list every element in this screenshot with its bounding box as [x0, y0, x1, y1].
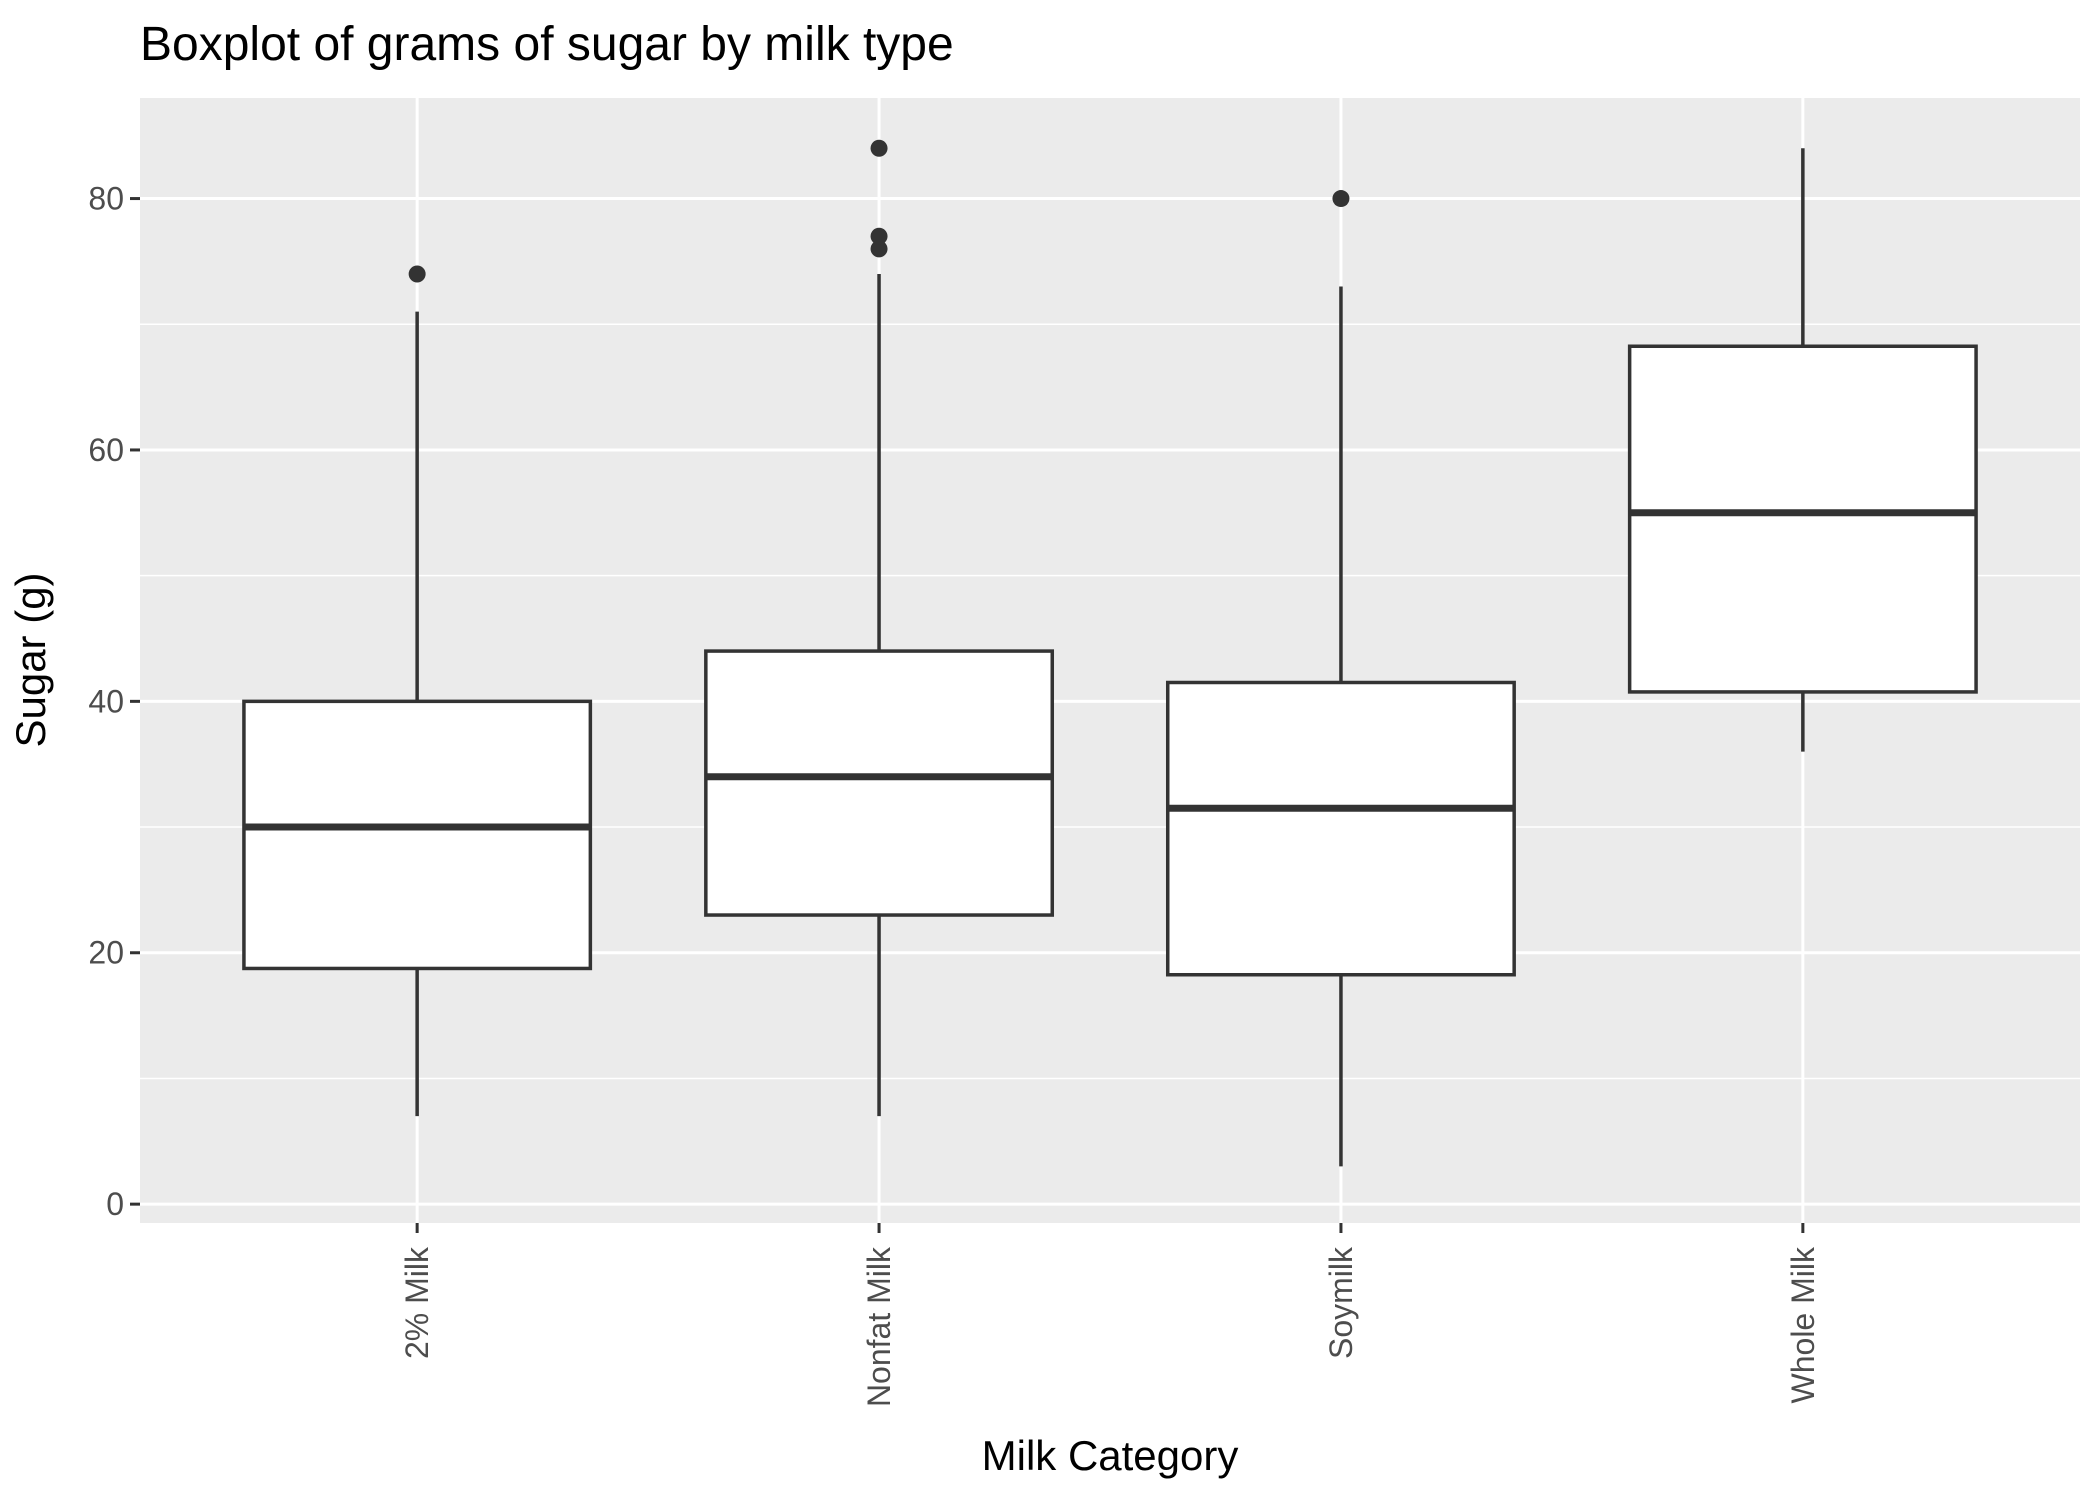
x-tick-label: Soymilk — [1323, 1246, 1359, 1359]
outlier-point — [870, 240, 888, 258]
box-iqr — [1165, 680, 1516, 977]
y-tick-label: 0 — [106, 1186, 124, 1222]
y-tick-label: 40 — [88, 683, 124, 719]
y-axis: 0 20 40 60 80 — [88, 181, 140, 1222]
box-group — [1165, 190, 1516, 1167]
x-tick-label: Whole Milk — [1785, 1246, 1821, 1403]
box-iqr — [242, 699, 593, 971]
y-tick-label: 60 — [88, 432, 124, 468]
outlier-point — [1332, 190, 1350, 208]
y-tick-label: 20 — [88, 935, 124, 971]
box-group — [1627, 148, 1978, 752]
x-tick-label: 2% Milk — [399, 1246, 435, 1359]
box-group — [242, 265, 593, 1117]
chart-title: Boxplot of grams of sugar by milk type — [140, 18, 954, 71]
boxes-layer — [242, 139, 1978, 1167]
y-tick-label: 80 — [88, 181, 124, 217]
box-iqr — [1627, 344, 1978, 694]
outlier-point — [870, 139, 888, 157]
box-group — [704, 139, 1055, 1117]
outlier-point — [870, 227, 888, 245]
x-axis-title: Milk Category — [982, 1432, 1239, 1479]
outlier-point — [408, 265, 426, 283]
x-tick-label: Nonfat Milk — [861, 1246, 897, 1407]
y-axis-title: Sugar (g) — [7, 572, 54, 747]
box-iqr — [704, 649, 1055, 917]
x-axis: 2% Milk Nonfat Milk Soymilk Whole Milk — [399, 1223, 1821, 1407]
